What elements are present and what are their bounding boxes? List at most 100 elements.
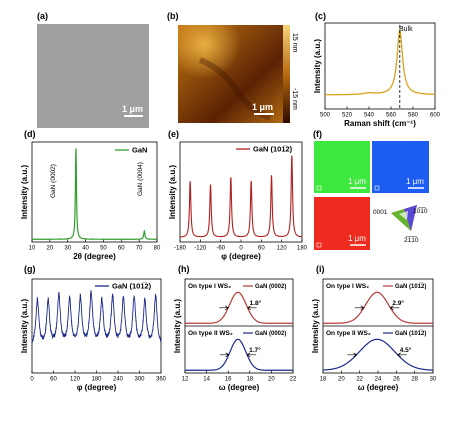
x-tick-label-g-2: 120 <box>70 377 81 383</box>
plot-frame-c <box>324 22 436 110</box>
sem-texture <box>37 24 149 128</box>
panel-g-letter: (g) <box>24 264 36 274</box>
ebsd-inset-1 <box>316 185 322 191</box>
x-tick-label-e-4: 60 <box>258 246 265 252</box>
panel-g: (g) 0 60 120 180 240 300 360 φ (degree) Intensit… <box>20 264 167 392</box>
ipf-triangle-green <box>391 209 411 231</box>
xrd-2theta-line <box>32 148 157 240</box>
x-tick-label-c-0: 500 <box>320 113 331 119</box>
ipf-2-1-10-label: 2̅1̅1̅0 <box>404 236 419 244</box>
x-tick-label-c-1: 520 <box>342 113 353 119</box>
x-axis-label-i: ω (degree) <box>358 383 399 392</box>
panel-d-letter: (d) <box>24 129 36 139</box>
x-axis-label-h: ω (degree) <box>219 383 260 392</box>
raman-spectrum-line <box>325 29 436 96</box>
sem-image <box>37 24 149 128</box>
panel-a-letter: (a) <box>37 11 48 21</box>
x-tick-label-g-1: 60 <box>50 377 57 383</box>
panel-c: (c) Bulk 500 520 540 560 580 600 Raman shift (… <box>313 11 441 128</box>
x-tick-label-d-2: 30 <box>64 246 71 252</box>
ipf-triangle-center <box>399 211 408 220</box>
panel-f: (f) 1 μm 1 μm 1 μm 0001 10̅1̅0 2̅1̅1̅0 <box>313 129 429 250</box>
rocking-curve-i-0 <box>323 291 433 324</box>
ipf-0001-label: 0001 <box>373 209 388 216</box>
y-axis-label-i: Intensity (a.u.) <box>311 299 320 354</box>
x-tick-label-g-4: 240 <box>113 377 124 383</box>
legend-label-h-1: GaN (0002) <box>255 331 286 337</box>
x-tick-label-i-3: 24 <box>375 377 382 383</box>
ebsd-map-green <box>314 141 370 193</box>
ebsd-scalebar-2-label: 1 μm <box>406 177 424 186</box>
x-tick-label-d-6: 70 <box>136 246 143 252</box>
y-axis-label-d: Intensity (a.u.) <box>20 165 29 220</box>
x-axis-label-d: 2θ (degree) <box>73 252 116 261</box>
rocking-curve-h-1 <box>185 338 293 371</box>
x-tick-label-e-1: -120 <box>194 246 207 252</box>
afm-highlight <box>178 25 283 123</box>
x-tick-label-c-2: 540 <box>364 113 375 119</box>
legend-label-e: GaN (101̅2) <box>253 145 293 154</box>
x-tick-label-h-1: 14 <box>203 377 210 383</box>
fwhm-arrow-right-i-0 <box>389 305 400 311</box>
panel-d: (d) GaN (0002) GaN (0004) 10 20 30 40 50 60 70… <box>20 129 161 261</box>
gan-0002-annotation: GaN (0002) <box>50 164 57 198</box>
fwhm-arrow-left-i-1 <box>347 352 358 358</box>
phi-scan-g-line <box>31 289 162 344</box>
fwhm-arrow-right-h-1 <box>246 352 257 358</box>
x-tick-label-d-5: 60 <box>118 246 125 252</box>
x-tick-label-h-2: 16 <box>225 377 232 383</box>
colorbar-top-label: 15 nm <box>291 33 298 53</box>
fwhm-arrow-left-h-0 <box>219 305 229 311</box>
phi-scan-e-line <box>179 155 303 238</box>
legend-label-d: GaN <box>132 146 147 155</box>
legend-label-i-1: GaN (101̅2) <box>395 330 426 337</box>
x-tick-label-i-2: 22 <box>356 377 363 383</box>
afm-dark-feature <box>198 57 272 121</box>
panel-h: (h) 12 14 16 18 20 22 ω (degree) Intensity (a.u… <box>173 264 297 392</box>
x-tick-label-i-4: 26 <box>393 377 400 383</box>
x-tick-label-i-5: 28 <box>411 377 418 383</box>
x-tick-label-d-0: 10 <box>29 246 36 252</box>
panel-e-letter: (e) <box>168 129 179 139</box>
x-axis-label-e: φ (degree) <box>221 252 261 261</box>
panel-f-letter: (f) <box>313 129 322 139</box>
fwhm-arrow-left-i-0 <box>354 305 365 311</box>
gan-0004-annotation: GaN (0004) <box>137 162 144 196</box>
x-tick-label-h-4: 20 <box>268 377 275 383</box>
fwhm-label-h-0: 1.8° <box>250 299 262 307</box>
x-tick-label-i-6: 30 <box>430 377 437 383</box>
panel-e: (e) -180 -120 -60 0 60 120 180 φ (degree) Intens… <box>168 129 308 261</box>
x-tick-label-g-0: 0 <box>30 377 34 383</box>
fwhm-label-h-1: 1.7° <box>249 346 261 354</box>
fwhm-arrow-left-h-1 <box>219 352 230 358</box>
fwhm-label-i-0: 2.9° <box>392 299 404 307</box>
panel-b-letter: (b) <box>167 11 179 21</box>
panel-b-scalebar-label: 1 μm <box>252 102 273 112</box>
subplot-label-i-1: On type II WS₂ <box>326 330 371 337</box>
x-tick-label-e-5: 120 <box>277 246 288 252</box>
x-tick-label-d-1: 20 <box>47 246 54 252</box>
x-tick-label-c-4: 580 <box>408 113 419 119</box>
ipf-10-10-label: 10̅1̅0 <box>413 207 428 215</box>
y-axis-label-g: Intensity (a.u.) <box>20 299 29 354</box>
x-axis-label-c: Raman shift (cm⁻¹) <box>344 119 416 128</box>
plot-frame-e <box>179 141 303 243</box>
x-tick-label-c-5: 600 <box>430 113 441 119</box>
ipf-triangle-legend: 0001 10̅1̅0 2̅1̅1̅0 <box>373 205 428 244</box>
panel-i: (i) 18 20 22 24 26 28 30 ω (degree) Intensity (a… <box>311 264 437 392</box>
subplot-label-i-0: On type I WS₂ <box>326 283 369 290</box>
x-tick-label-h-0: 12 <box>182 377 189 383</box>
x-axis-label-g: φ (degree) <box>77 383 117 392</box>
ebsd-map-blue <box>372 141 429 193</box>
x-tick-label-e-3: 0 <box>239 246 243 252</box>
y-axis-label-c: Intensity (a.u.) <box>313 39 322 94</box>
ebsd-inset-2 <box>374 185 380 191</box>
panel-h-letter: (h) <box>178 264 190 274</box>
ebsd-map-red <box>314 197 370 250</box>
legend-label-h-0: GaN (0002) <box>255 284 286 290</box>
plot-frame-g <box>31 278 162 374</box>
x-tick-label-c-3: 560 <box>386 113 397 119</box>
fwhm-arrow-right-i-1 <box>397 352 407 358</box>
legend-label-i-0: GaN (101̅2) <box>395 283 426 290</box>
